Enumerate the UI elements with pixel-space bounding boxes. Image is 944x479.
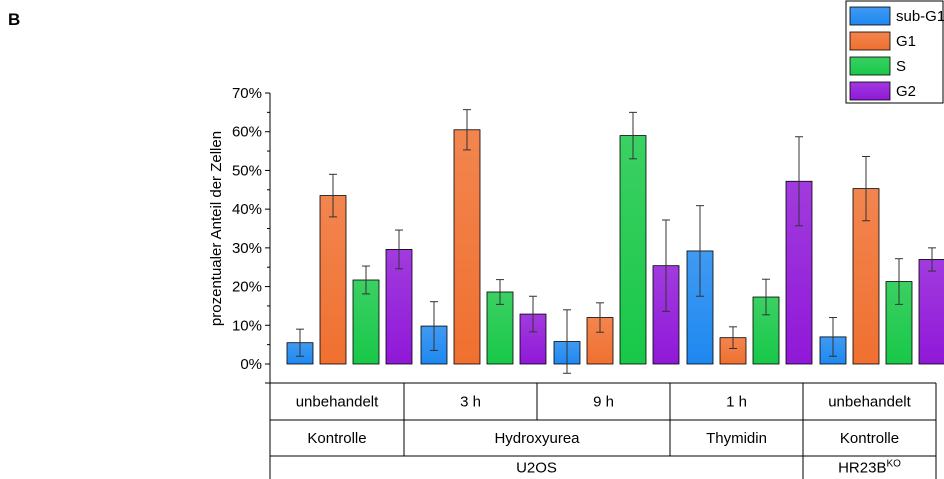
y-tick-label: 20%	[232, 279, 262, 296]
table-cell-label: 1 h	[726, 394, 747, 411]
table-cell-label: 3 h	[460, 394, 481, 411]
y-tick-label: 40%	[232, 201, 262, 218]
legend-swatch-g1	[849, 31, 891, 51]
bar-g2-4	[918, 259, 944, 365]
legend-label: G2	[896, 83, 916, 100]
y-tick-label: 50%	[232, 162, 262, 179]
legend-label: sub-G1	[896, 8, 944, 25]
table-cell-label: Thymidin	[706, 430, 767, 447]
y-tick-label: 60%	[232, 124, 262, 141]
table-cell-label: Kontrolle	[307, 430, 366, 447]
table-cell-label: 9 h	[593, 394, 614, 411]
y-tick-label: 30%	[232, 240, 262, 257]
bar-g1-1	[453, 129, 481, 365]
legend-swatch-sub-g1	[849, 6, 891, 26]
legend-swatch-s	[849, 56, 891, 76]
bar-s-2	[619, 135, 647, 365]
panel-label: B	[8, 10, 21, 29]
y-tick-label: 70%	[232, 85, 262, 102]
table-cell-label: Hydroxyurea	[494, 430, 580, 447]
table-cell-label: unbehandelt	[828, 394, 911, 411]
y-axis-label: prozentualer Anteil der Zellen	[208, 131, 225, 326]
y-tick-label: 0%	[240, 356, 262, 373]
legend-label: G1	[896, 33, 916, 50]
legend-label: S	[896, 58, 906, 75]
table-cell-label: unbehandelt	[296, 394, 379, 411]
bar-g1-0	[319, 195, 347, 365]
table-cell-label: U2OS	[516, 460, 557, 477]
table-cell-label: HR23BKO	[838, 459, 901, 477]
table-cell-label: Kontrolle	[840, 430, 899, 447]
legend-swatch-g2	[849, 81, 891, 101]
y-tick-label: 10%	[232, 317, 262, 334]
